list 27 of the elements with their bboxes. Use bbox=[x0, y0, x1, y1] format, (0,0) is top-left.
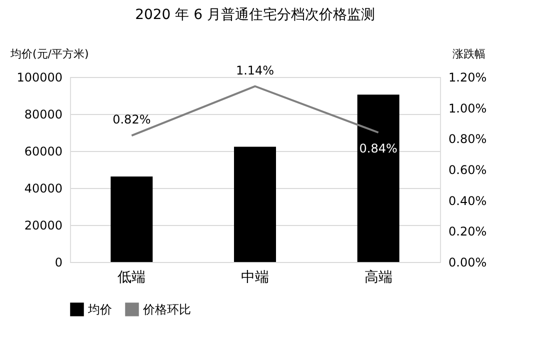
x-tick-label: 高端 bbox=[364, 270, 392, 286]
data-label: 1.14% bbox=[236, 63, 274, 78]
data-label: 0.84% bbox=[359, 142, 398, 156]
y-tick-label: 20000 bbox=[24, 218, 62, 232]
x-tick-label: 中端 bbox=[241, 270, 269, 286]
y2-tick-label: 0.60% bbox=[448, 163, 487, 177]
y2-tick-label: 0.80% bbox=[448, 132, 487, 146]
y2-tick-label: 0.20% bbox=[448, 224, 487, 239]
y2-tick-label: 0.00% bbox=[448, 256, 487, 270]
y2-axis-title: 涨跌幅 bbox=[452, 48, 486, 60]
chart-title: 2020 年 6 月普通住宅分档次价格监测 bbox=[135, 6, 375, 23]
bar bbox=[110, 176, 153, 262]
y-tick-label: 80000 bbox=[24, 108, 62, 122]
y2-tick-label: 1.20% bbox=[448, 70, 487, 84]
legend-label: 均价 bbox=[87, 302, 112, 316]
bar bbox=[357, 94, 400, 262]
y-tick-label: 0 bbox=[54, 256, 62, 270]
y2-tick-label: 0.40% bbox=[448, 194, 487, 208]
y2-tick-label: 1.00% bbox=[448, 101, 487, 116]
y-tick-label: 60000 bbox=[24, 144, 62, 158]
data-label: 0.82% bbox=[112, 112, 151, 127]
bar bbox=[234, 146, 276, 262]
legend-label: 价格环比 bbox=[142, 302, 191, 316]
y-tick-label: 100000 bbox=[16, 70, 62, 84]
y-axis-title: 均价(元/平方米) bbox=[10, 48, 89, 60]
y-tick-label: 40000 bbox=[24, 182, 62, 196]
x-tick-label: 低端 bbox=[118, 270, 146, 286]
